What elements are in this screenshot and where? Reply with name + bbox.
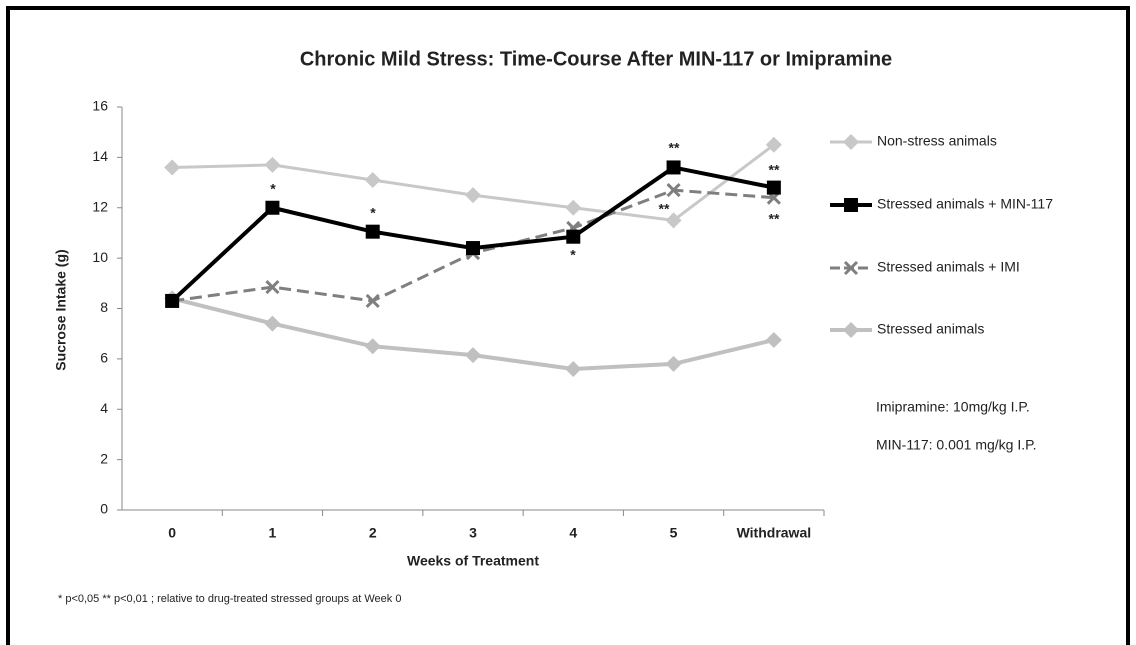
point <box>364 338 381 355</box>
point <box>666 160 681 175</box>
annotation: ** <box>669 140 680 156</box>
annotation: ** <box>769 211 780 227</box>
annotation: * <box>570 247 576 263</box>
point <box>665 355 682 372</box>
point <box>566 229 581 244</box>
y-tick-label: 0 <box>100 501 108 517</box>
x-tick-label: 4 <box>569 525 577 541</box>
point <box>365 293 380 309</box>
point <box>465 187 481 204</box>
legend-label: Stressed animals + MIN-117 <box>877 196 1053 212</box>
y-tick-label: 4 <box>100 400 108 416</box>
series-line <box>172 143 775 222</box>
x-tick-label: 2 <box>369 525 377 541</box>
point <box>465 347 481 364</box>
point <box>265 200 280 215</box>
legend-label: Stressed animals <box>877 321 984 337</box>
legend-marker <box>843 134 859 150</box>
annotation: * <box>370 205 376 221</box>
point <box>264 315 281 332</box>
y-tick-label: 8 <box>100 299 108 315</box>
x-tick-label: Withdrawal <box>737 525 812 541</box>
y-axis-label: Sucrose Intake (g) <box>53 249 69 370</box>
y-tick-label: 14 <box>92 148 108 164</box>
note: MIN-117: 0.001 mg/kg I.P. <box>876 437 1037 453</box>
x-tick-label: 1 <box>269 525 277 541</box>
legend-marker <box>843 260 859 276</box>
y-tick-label: 2 <box>100 450 108 466</box>
x-tick-label: 0 <box>168 525 176 541</box>
y-tick-label: 6 <box>100 350 108 366</box>
legend-marker <box>844 198 858 212</box>
x-tick-label: 3 <box>469 525 477 541</box>
footnote: * p<0,05 ** p<0,01 ; relative to drug-tr… <box>58 593 401 605</box>
point <box>765 136 782 153</box>
frame <box>6 6 1130 645</box>
point <box>265 280 280 295</box>
legend-marker <box>843 322 859 338</box>
chart-title: Chronic Mild Stress: Time-Course After M… <box>300 48 892 70</box>
x-axis-label: Weeks of Treatment <box>407 553 539 569</box>
y-tick-label: 12 <box>92 198 108 214</box>
point <box>666 183 681 198</box>
point <box>466 241 480 256</box>
annotation: ** <box>769 162 780 178</box>
legend-label: Stressed animals + IMI <box>877 259 1020 275</box>
legend-label: Non-stress animals <box>877 133 997 149</box>
point <box>365 224 380 239</box>
y-tick-label: 10 <box>92 249 108 265</box>
y-tick-label: 16 <box>92 98 108 114</box>
point <box>766 180 781 195</box>
annotation: * <box>270 181 276 197</box>
point <box>565 199 582 216</box>
point <box>264 156 281 173</box>
point <box>765 331 782 348</box>
x-tick-label: 5 <box>670 525 678 541</box>
point <box>565 360 582 377</box>
annotation: ** <box>659 201 670 217</box>
point <box>164 159 181 176</box>
note: Imipramine: 10mg/kg I.P. <box>876 399 1030 415</box>
point <box>364 172 381 189</box>
point <box>165 293 180 308</box>
point <box>665 212 682 229</box>
